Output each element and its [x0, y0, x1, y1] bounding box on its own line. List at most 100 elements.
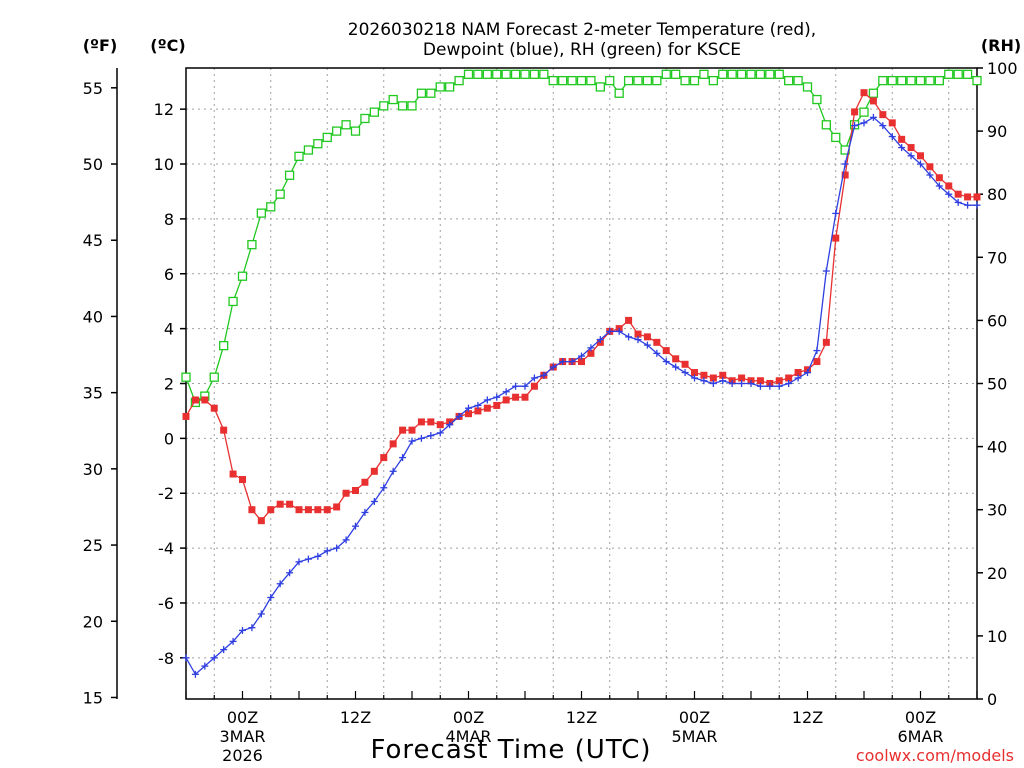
rh-point — [934, 75, 944, 86]
dewpoint-point — [804, 369, 811, 377]
dewpoint-point — [879, 122, 887, 130]
temperature-point — [370, 467, 378, 475]
rh-point — [501, 69, 511, 79]
rh-point — [689, 75, 700, 86]
temperature-point — [257, 517, 265, 525]
dewpoint-point — [229, 637, 237, 645]
temperature-point — [888, 119, 896, 127]
dewpoint-point — [578, 352, 585, 360]
rh-point — [944, 69, 954, 79]
rh-series — [181, 69, 982, 408]
rh-tick-label: 100 — [987, 59, 1018, 78]
dewpoint-point — [239, 626, 246, 634]
dewpoint-point — [653, 349, 661, 357]
temperature-point — [578, 358, 585, 366]
temperature-point — [813, 358, 821, 366]
dewpoint-point — [559, 358, 567, 366]
dewpoint-point — [314, 552, 322, 560]
dewpoint-point — [935, 182, 943, 190]
temperature-point — [399, 426, 407, 434]
dewpoint-point — [389, 467, 397, 475]
rh-point — [256, 208, 266, 218]
rh-point — [774, 69, 784, 79]
rh-point — [868, 88, 879, 98]
dewpoint-point — [615, 327, 623, 335]
credit-link[interactable]: coolwx.com/models — [856, 746, 1014, 765]
dewpoint-point — [728, 380, 736, 387]
temperature-point — [672, 355, 680, 363]
dewpoint-point — [917, 160, 924, 168]
dewpoint-point — [493, 393, 501, 401]
celsius-tick-label: 2 — [164, 375, 174, 394]
rh-tick-label: 60 — [987, 311, 1007, 330]
rh-tick-label: 30 — [987, 501, 1007, 520]
dewpoint-point — [888, 133, 896, 141]
rh-point — [708, 75, 718, 86]
temperature-point — [945, 182, 953, 190]
dewpoint-point — [361, 508, 369, 516]
dewpoint-point — [860, 119, 868, 127]
temperature-point — [201, 396, 209, 404]
temperature-point — [267, 506, 275, 514]
rh-point — [482, 69, 492, 79]
rh-point — [567, 75, 577, 86]
temperature-point — [502, 396, 510, 404]
temperature-point — [785, 374, 793, 382]
dewpoint-point — [483, 396, 491, 404]
temperature-point — [719, 371, 727, 379]
rh-tick-label: 0 — [987, 690, 997, 709]
temperature-point — [775, 377, 783, 385]
time-tick-label: 00Z — [679, 708, 710, 727]
dewpoint-point — [756, 382, 764, 390]
rh-point — [322, 132, 332, 143]
celsius-tick-label: 12 — [154, 100, 174, 119]
dewpoint-point — [549, 363, 557, 371]
rh-point — [623, 75, 634, 86]
temperature-point — [210, 404, 218, 412]
temperature-point — [625, 316, 633, 324]
temperature-point — [700, 371, 708, 379]
rh-point — [812, 94, 822, 105]
dewpoint-point — [587, 344, 595, 352]
temperature-point — [465, 410, 472, 418]
rh-point — [576, 75, 587, 86]
dewpoint-point — [408, 437, 416, 445]
rh-point — [407, 101, 417, 111]
rh-point — [953, 69, 963, 79]
temperature-point — [182, 412, 190, 420]
dewpoint-point — [709, 380, 717, 387]
temperature-point — [530, 382, 538, 390]
temperature-point — [898, 135, 906, 143]
rh-point — [275, 189, 285, 199]
rh-point — [369, 107, 379, 117]
date-label: 3MAR — [219, 727, 265, 746]
dewpoint-point — [625, 333, 633, 341]
dewpoint-point — [352, 522, 359, 530]
rh-point — [454, 75, 464, 86]
fahrenheit-tick-label: 25 — [83, 536, 103, 555]
temperature-point — [286, 500, 294, 508]
temperature-point — [493, 401, 501, 409]
dewpoint-point — [323, 547, 331, 555]
dewpoint-point — [634, 336, 642, 344]
dewpoint-point — [794, 374, 802, 382]
rh-point — [718, 69, 728, 79]
temperature-point — [869, 97, 877, 105]
temperature-point — [352, 486, 359, 494]
rh-point — [416, 88, 427, 98]
rh-tick-label: 50 — [987, 375, 1007, 394]
rh-point — [652, 75, 662, 86]
dewpoint-point — [662, 358, 670, 366]
temperature-point — [954, 190, 962, 198]
rh-tick-label: 10 — [987, 627, 1007, 646]
rh-point — [341, 120, 351, 130]
dewpoint-point — [719, 377, 727, 385]
rh-point — [595, 82, 605, 92]
dewpoint-series — [182, 113, 981, 678]
temperature-point — [822, 338, 830, 346]
temperature-point — [794, 369, 802, 377]
rh-point — [445, 82, 455, 92]
dewpoint-line — [185, 116, 977, 676]
rh-point — [350, 126, 361, 136]
